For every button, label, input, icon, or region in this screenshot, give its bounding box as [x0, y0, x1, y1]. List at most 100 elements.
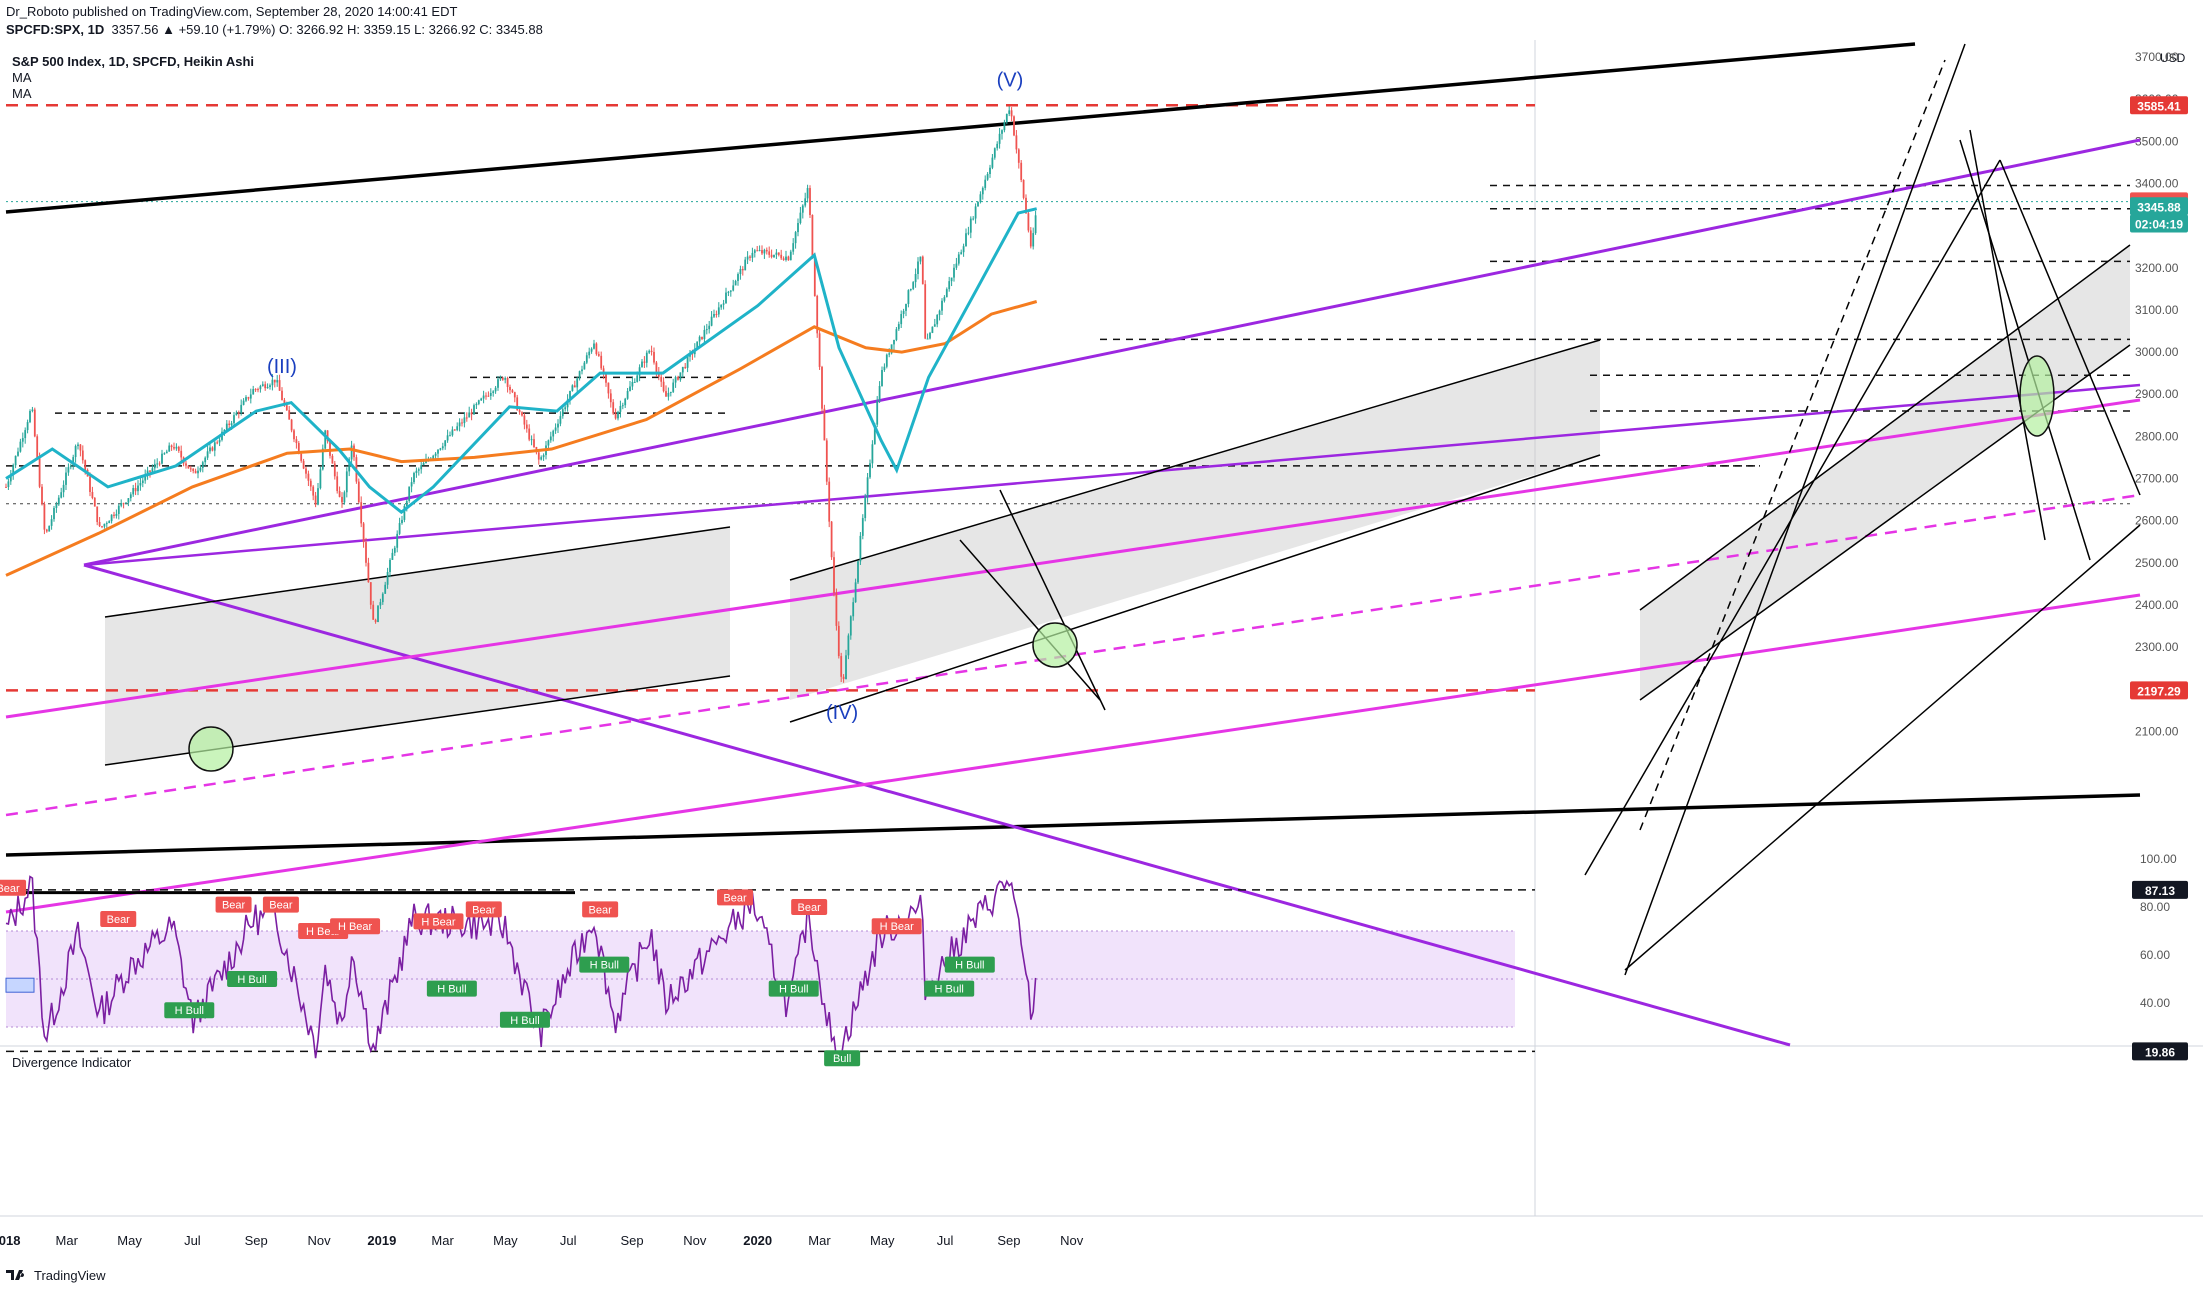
candle-body	[993, 148, 996, 158]
candle-body	[979, 194, 982, 202]
candle-body	[53, 507, 55, 520]
candle-body	[108, 521, 111, 524]
candle-body	[249, 394, 252, 399]
time-tick-9: Jul	[560, 1233, 577, 1248]
candle-body	[804, 198, 807, 206]
candle-body	[50, 519, 53, 526]
candle-body	[537, 452, 540, 460]
divergence-tag-3: Bear	[269, 900, 293, 912]
candle-body	[554, 427, 557, 431]
divergence-tag-bg-19	[924, 980, 975, 997]
candle-body	[782, 258, 785, 260]
candle-body	[137, 485, 139, 492]
time-tick-13: Mar	[808, 1233, 831, 1248]
candle-body	[422, 462, 425, 466]
candle-body	[153, 463, 156, 469]
candle-body	[139, 483, 142, 486]
candle-body	[617, 411, 619, 419]
candle-body	[785, 256, 787, 260]
candle-body	[350, 445, 353, 460]
candle-body	[235, 412, 238, 416]
candle-body	[914, 274, 917, 283]
candle-body	[518, 410, 521, 413]
candle-body	[881, 370, 883, 386]
candle-body	[710, 316, 713, 326]
candle-body	[216, 442, 219, 444]
candle-body	[674, 377, 677, 383]
divergence-tag-bg-12	[164, 1002, 215, 1019]
candle-body	[917, 261, 919, 275]
channel-2019-bottom	[789, 454, 1601, 723]
candle-body	[336, 476, 339, 492]
candle-body	[165, 451, 168, 454]
candle-body	[525, 424, 528, 429]
candle-body	[43, 504, 46, 530]
candle-body	[391, 552, 394, 560]
candle-body	[703, 329, 706, 340]
candle-body	[871, 444, 874, 464]
candle-body	[744, 259, 747, 271]
candle-body	[609, 393, 612, 403]
purple-upper-channel	[83, 138, 2141, 567]
candle-body	[621, 405, 624, 407]
candle-body	[338, 491, 341, 497]
candle-body	[408, 486, 411, 501]
candle-body	[816, 295, 819, 334]
candle-body	[187, 465, 190, 469]
candle-body	[672, 382, 675, 392]
legend-ma-slow[interactable]: MA	[12, 86, 32, 101]
candle-body	[444, 440, 447, 447]
rsi-tick-3: 100.00	[2140, 852, 2177, 866]
candle-body	[732, 285, 735, 291]
candle-body	[847, 635, 850, 656]
candle-body	[921, 256, 924, 285]
indicator-title[interactable]: Divergence Indicator	[12, 1055, 132, 1070]
candle-body	[641, 361, 643, 368]
candle-body	[888, 353, 891, 355]
candle-body	[941, 300, 943, 311]
candle-body	[461, 422, 463, 424]
candle-body	[432, 455, 435, 460]
time-tick-5: Nov	[307, 1233, 331, 1248]
candle-body	[360, 502, 363, 524]
price-tick-2: 2300.00	[2135, 640, 2179, 654]
candle-body	[72, 457, 75, 466]
footer-brand[interactable]: TradingView	[6, 1264, 106, 1286]
candle-body	[185, 463, 187, 466]
magenta-lower-trendline	[5, 593, 2141, 914]
divergence-tag-18: Bull	[833, 1053, 851, 1065]
candle-body	[794, 232, 797, 244]
candle-body	[177, 446, 180, 451]
candle-body	[701, 336, 703, 340]
candle-body	[170, 445, 173, 448]
publisher-line: Dr_Roboto published on TradingView.com, …	[6, 4, 458, 19]
candle-body	[326, 430, 329, 442]
time-tick-3: Jul	[184, 1233, 201, 1248]
candle-body	[312, 486, 315, 496]
candle-body	[24, 430, 27, 439]
candle-body	[561, 409, 564, 417]
candle-body	[7, 481, 10, 488]
legend-title[interactable]: S&P 500 Index, 1D, SPCFD, Heikin Ashi	[12, 54, 255, 69]
candle-body	[468, 412, 471, 418]
candle-body	[254, 389, 257, 391]
candle-body	[213, 442, 216, 451]
candle-body	[285, 405, 288, 411]
candle-body	[662, 381, 665, 392]
candle-body	[473, 405, 475, 415]
candle-body	[590, 348, 593, 352]
time-tick-17: Nov	[1060, 1233, 1084, 1248]
candle-body	[194, 470, 197, 474]
candle-body	[365, 542, 367, 563]
candle-body	[547, 440, 550, 446]
candle-body	[501, 377, 504, 380]
candle-body	[1022, 179, 1025, 198]
tradingview-logo-icon	[6, 1270, 25, 1280]
candle-body	[161, 453, 163, 464]
candle-body	[17, 451, 19, 456]
candle-body	[1001, 130, 1003, 134]
candle-body	[410, 482, 413, 487]
candle-body	[497, 379, 499, 388]
legend-ma-fast[interactable]: MA	[12, 70, 32, 85]
